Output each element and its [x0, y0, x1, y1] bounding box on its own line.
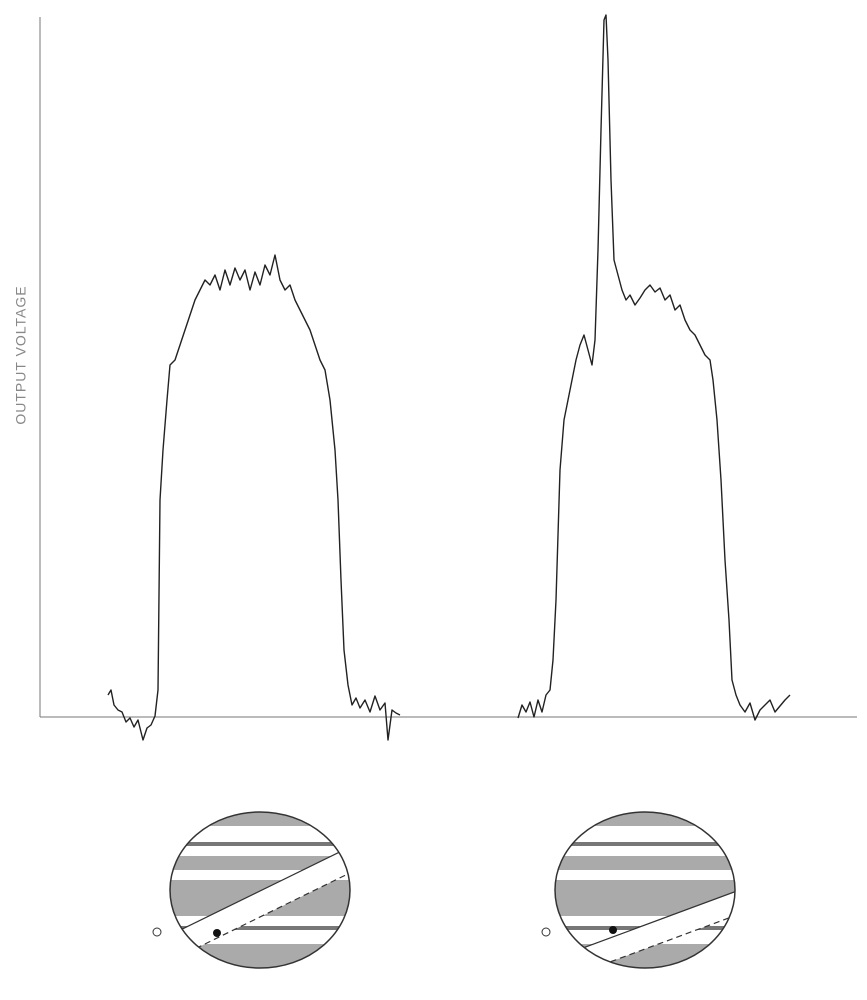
diagram-right [542, 805, 745, 986]
trace [108, 15, 790, 740]
figure: OUTPUT VOLTAGE [0, 0, 867, 1000]
diagram-left [153, 805, 360, 975]
y-axis-label: OUTPUT VOLTAGE [13, 285, 29, 424]
